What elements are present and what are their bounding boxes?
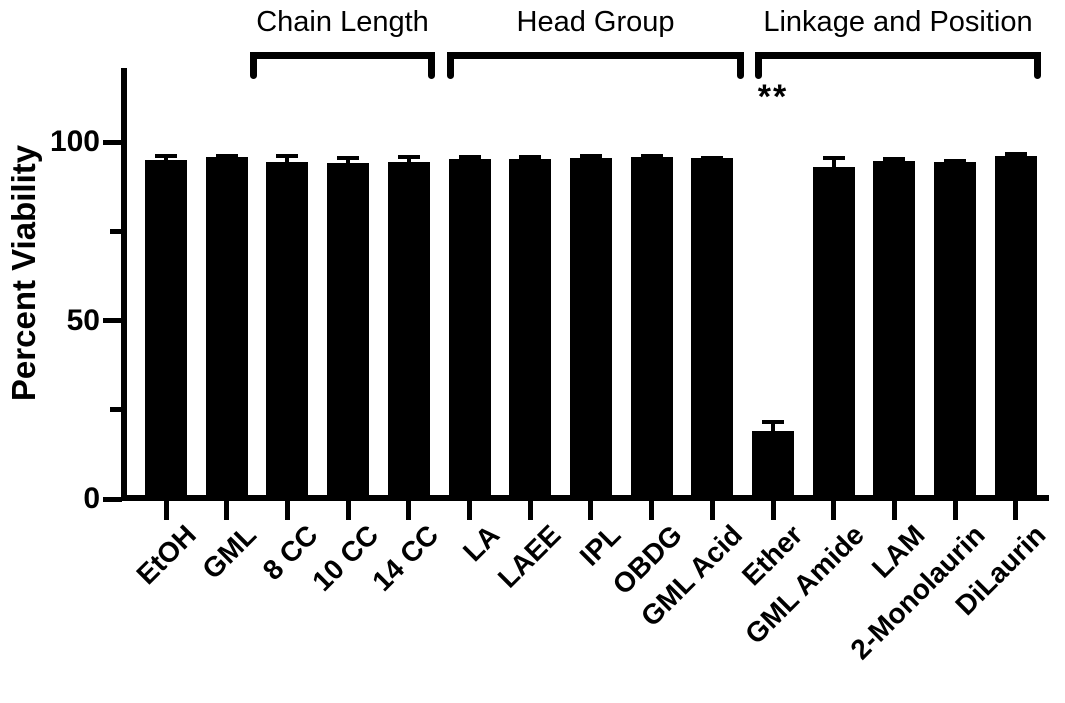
x-tick	[224, 501, 230, 520]
bar	[448, 159, 491, 499]
bar	[327, 162, 370, 499]
error-bar-cap	[944, 159, 967, 164]
x-tick	[345, 501, 351, 520]
x-category-label: EtOH	[130, 519, 202, 591]
y-minor-tick	[110, 228, 122, 234]
bar	[387, 161, 430, 499]
group-bracket	[755, 52, 1041, 59]
y-minor-tick	[110, 407, 122, 413]
error-bar-cap	[579, 154, 602, 159]
y-major-tick	[103, 139, 122, 145]
x-tick	[891, 501, 897, 520]
x-tick	[527, 501, 533, 520]
group-label: Head Group	[516, 6, 675, 38]
bar	[873, 160, 916, 499]
x-category-label: 14 CC	[366, 519, 445, 598]
error-bar-cap	[762, 420, 784, 425]
bar	[145, 159, 187, 499]
x-tick	[588, 501, 594, 520]
x-tick	[709, 501, 715, 520]
x-tick	[952, 501, 958, 520]
y-major-tick	[103, 496, 122, 502]
group-bracket-end	[737, 52, 744, 79]
error-bar-cap	[1004, 151, 1027, 156]
y-tick-label: 0	[83, 482, 100, 515]
error-bar-stem	[831, 155, 836, 175]
bar	[812, 166, 855, 499]
x-tick	[284, 501, 290, 520]
x-tick	[1013, 501, 1019, 520]
x-category-label: GML	[196, 519, 263, 585]
group-bracket-end	[447, 52, 454, 79]
group-bracket-end	[428, 52, 435, 79]
bar	[569, 158, 612, 499]
group-bracket-end	[250, 52, 257, 79]
x-tick	[406, 501, 412, 520]
group-bracket	[447, 52, 744, 59]
group-label: Linkage and Position	[763, 6, 1033, 38]
bar	[994, 156, 1037, 499]
bar	[691, 158, 734, 499]
error-bar-cap	[397, 155, 420, 160]
error-bar-cap	[640, 154, 663, 159]
bar	[509, 158, 552, 499]
group-bracket-end	[755, 52, 762, 79]
x-category-label: LA	[457, 519, 506, 568]
error-bar-cap	[883, 156, 906, 161]
error-bar-cap	[519, 155, 542, 160]
x-tick	[163, 501, 169, 520]
bar	[934, 162, 977, 499]
error-bar-cap	[822, 155, 845, 160]
significance-marker: **	[757, 78, 789, 116]
y-tick-label: 50	[66, 303, 100, 337]
error-bar-cap	[155, 154, 177, 159]
error-bar-cap	[276, 154, 299, 159]
bar	[630, 156, 673, 499]
group-bracket	[250, 52, 435, 59]
x-category-label: LAEE	[491, 519, 567, 594]
y-major-tick	[103, 318, 122, 323]
group-label: Chain Length	[256, 6, 429, 38]
bar	[266, 161, 309, 499]
x-tick	[831, 501, 837, 520]
bar	[205, 156, 248, 499]
error-bar-cap	[458, 154, 481, 159]
group-bracket-end	[1034, 52, 1041, 79]
x-tick	[770, 501, 776, 520]
error-bar-stem	[771, 420, 775, 440]
x-tick	[467, 501, 472, 520]
x-tick	[649, 501, 655, 520]
y-tick-label: 100	[49, 125, 100, 158]
bar	[752, 431, 794, 499]
error-bar-cap	[337, 156, 360, 161]
error-bar-cap	[215, 154, 238, 159]
y-axis-line	[121, 68, 127, 501]
x-category-label: 10 CC	[305, 519, 385, 598]
